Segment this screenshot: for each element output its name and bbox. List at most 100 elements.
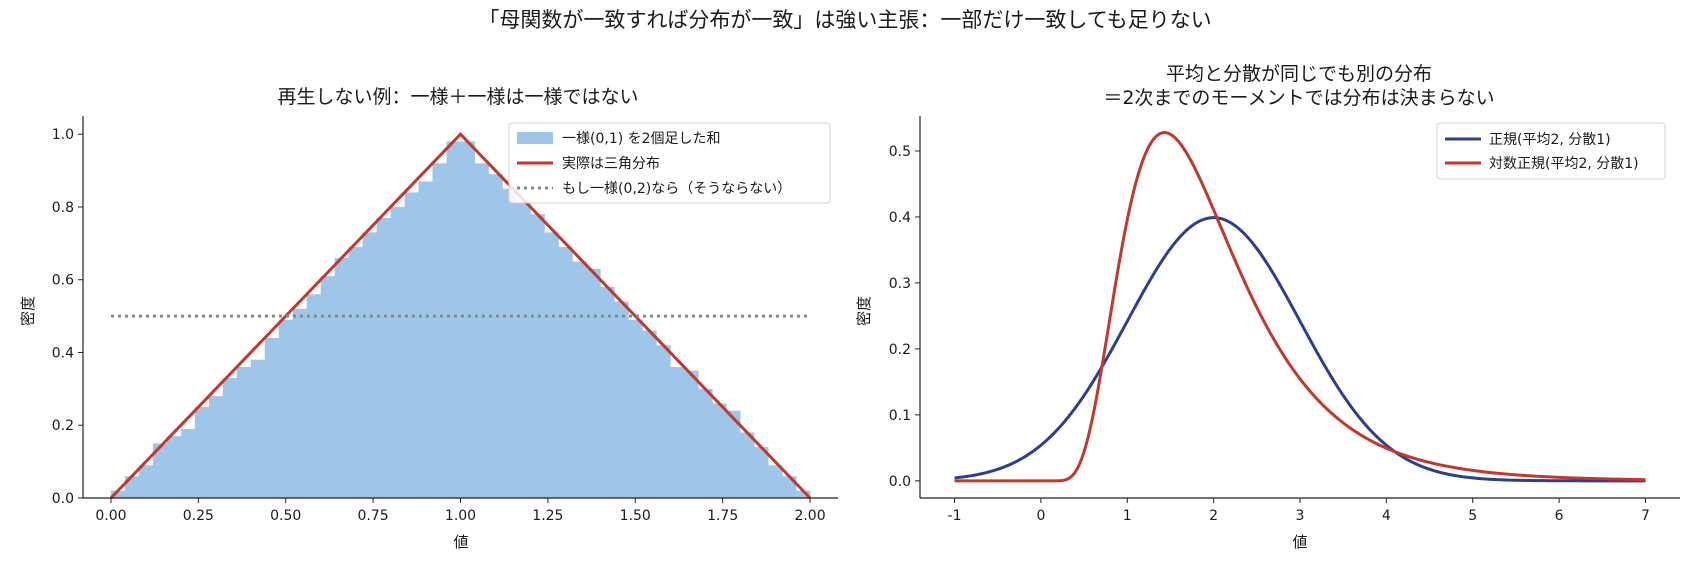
x-tick-label: 7 <box>1641 508 1650 524</box>
histogram-bar <box>110 490 126 498</box>
histogram-bar <box>530 214 545 498</box>
legend-box <box>508 122 831 204</box>
histogram-bar <box>572 261 587 498</box>
histogram-bar <box>404 192 419 498</box>
histogram-bar <box>250 359 266 498</box>
right-chart-title: 平均と分散が同じでも別の分布＝2次までのモーメントでは分布は決まらない <box>1103 63 1494 109</box>
histogram-bar <box>208 396 224 498</box>
histogram-bar <box>334 257 350 498</box>
figure-suptitle: 「母関数が一致すれば分布が一致」は強い主張：一部だけ一致しても足りない <box>478 8 1211 32</box>
legend-label: 一様(0,1) を2個足した和 <box>562 131 721 147</box>
lognormal-density-curve <box>954 131 1646 483</box>
right-title-line: 平均と分散が同じでも別の分布 <box>1166 63 1432 85</box>
x-tick-label: 2.00 <box>794 508 825 524</box>
y-tick-label: 0.2 <box>889 342 911 358</box>
x-tick-label: 0 <box>1036 508 1045 524</box>
legend-label: 実際は三角分布 <box>562 156 660 172</box>
left-histogram-bars <box>110 141 811 499</box>
histogram-bar <box>460 141 475 498</box>
histogram-bar <box>628 319 643 498</box>
histogram-bar <box>180 428 196 498</box>
histogram-bar <box>726 410 741 498</box>
right-y-axis-label: 密度 <box>855 296 873 326</box>
histogram-bar <box>754 447 769 498</box>
histogram-bar <box>348 246 364 498</box>
x-tick-label: 0.50 <box>270 508 301 524</box>
histogram-bar <box>362 232 378 498</box>
right-title-line: ＝2次までのモーメントでは分布は決まらない <box>1103 87 1494 109</box>
x-tick-label: 1 <box>1123 508 1132 524</box>
right-axes: -1 0 1 2 3 4 5 6 7 0.0 0.1 0.2 0.3 0.4 0.5 <box>889 116 1680 524</box>
histogram-bar <box>544 232 559 498</box>
y-tick-label: 0.4 <box>52 345 74 361</box>
legend-swatch-histogram <box>517 132 553 144</box>
histogram-bar <box>166 436 182 498</box>
histogram-bar <box>222 377 238 498</box>
y-tick-label: 1.0 <box>52 127 74 143</box>
right-chart-panel: 平均と分散が同じでも別の分布＝2次までのモーメントでは分布は決まらない -1 0 1… <box>855 63 1680 551</box>
right-legend: 正規(平均2, 分散1) 対数正規(平均2, 分散1) <box>1436 122 1666 180</box>
legend-box <box>1436 122 1666 180</box>
legend-label: 正規(平均2, 分散1) <box>1489 132 1611 148</box>
histogram-bar <box>516 203 531 499</box>
histogram-bar <box>320 276 336 498</box>
histogram-bar <box>376 217 391 498</box>
normal-density-curve <box>954 216 1646 483</box>
histogram-bar <box>670 367 685 498</box>
x-tick-label: 0.75 <box>358 508 389 524</box>
histogram-bar <box>306 294 322 498</box>
legend-label: 対数正規(平均2, 分散1) <box>1489 156 1639 172</box>
y-tick-label: 0.4 <box>889 210 911 226</box>
right-x-axis-label: 値 <box>1292 533 1307 551</box>
x-tick-label: 0.25 <box>183 508 214 524</box>
left-chart-panel: 再生しない例：一様＋一様は一様ではない 0.00 0.25 0.50 0.75 1.00… <box>19 86 838 551</box>
histogram-bar <box>446 141 461 498</box>
left-legend: 一様(0,1) を2個足した和実際は三角分布もし一様(0,2)なら（そうならない… <box>508 122 831 204</box>
histogram-bar <box>558 246 573 498</box>
histogram-bar <box>138 465 154 498</box>
legend-label: もし一様(0,2)なら（そうならない） <box>562 181 791 197</box>
histogram-bar <box>264 337 280 498</box>
histogram-bar <box>418 181 433 498</box>
x-tick-label: -1 <box>948 508 962 524</box>
y-tick-label: 0.3 <box>889 276 911 292</box>
y-tick-label: 0.2 <box>52 418 74 434</box>
histogram-bar <box>236 367 252 498</box>
histogram-bar <box>278 319 294 498</box>
left-lines <box>109 132 812 500</box>
y-tick-label: 0.0 <box>52 491 74 507</box>
left-axes: 0.00 0.25 0.50 0.75 1.00 1.25 1.50 1.75 2.00 0.0 0… <box>52 116 838 524</box>
histogram-bar <box>642 330 657 498</box>
x-tick-label: 6 <box>1555 508 1564 524</box>
left-y-axis-label: 密度 <box>19 296 37 326</box>
y-tick-label: 0.0 <box>889 474 911 490</box>
x-tick-label: 4 <box>1382 508 1391 524</box>
histogram-bar <box>292 308 308 498</box>
histogram-bar <box>194 407 210 498</box>
histogram-bar <box>656 345 671 498</box>
y-tick-label: 0.1 <box>889 408 911 424</box>
x-tick-label: 1.75 <box>707 508 738 524</box>
x-tick-label: 0.00 <box>95 508 126 524</box>
x-tick-label: 1.00 <box>445 508 476 524</box>
x-tick-label: 1.50 <box>620 508 651 524</box>
histogram-bar <box>502 188 517 498</box>
x-tick-label: 2 <box>1209 508 1218 524</box>
histogram-bar <box>614 301 629 498</box>
x-tick-label: 3 <box>1296 508 1305 524</box>
histogram-bar <box>782 476 797 498</box>
x-tick-label: 5 <box>1468 508 1477 524</box>
left-x-axis-label: 値 <box>453 533 468 551</box>
histogram-bar <box>152 443 168 498</box>
right-lines <box>954 131 1646 483</box>
y-tick-label: 0.8 <box>52 200 74 216</box>
y-tick-label: 0.6 <box>52 273 74 289</box>
histogram-bar <box>684 370 699 498</box>
histogram-bar <box>600 286 615 498</box>
histogram-bar <box>740 432 755 498</box>
y-tick-label: 0.5 <box>889 144 911 160</box>
histogram-bar <box>586 268 601 498</box>
histogram-bar <box>796 490 811 498</box>
x-tick-label: 1.25 <box>532 508 563 524</box>
